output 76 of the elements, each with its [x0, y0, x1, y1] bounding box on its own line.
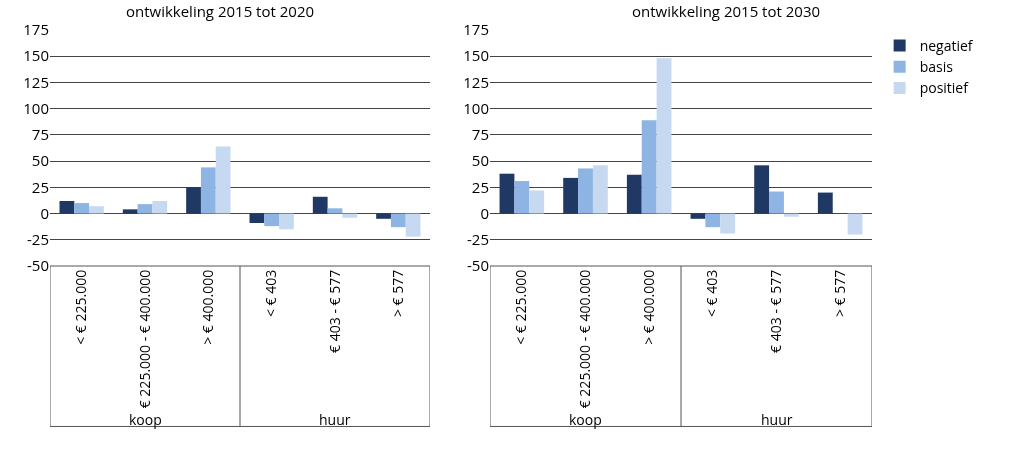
bar	[578, 168, 593, 214]
y-tick-label: -50	[27, 255, 49, 276]
y-tick-label: 25	[471, 176, 489, 197]
y-tick-label: 150	[23, 45, 49, 66]
bar	[59, 200, 75, 214]
bar	[200, 167, 216, 214]
x-tick-label: < € 225.000	[511, 269, 531, 345]
x-tick-label: < € 225.000	[71, 269, 91, 345]
y-tick-label: 0	[40, 202, 49, 223]
y-tick-label: 175	[463, 19, 489, 40]
bar	[249, 213, 265, 223]
x-tick-label: € 225.000 - € 400.000	[575, 269, 595, 409]
y-tick-label: 50	[31, 150, 49, 171]
y-tick-label: 125	[23, 71, 49, 92]
x-tick-label: > € 400.000	[197, 269, 217, 345]
y-tick-label: -50	[467, 255, 489, 276]
x-tick-label: > € 577	[387, 269, 407, 318]
y-tick-label: 50	[471, 150, 489, 171]
bar	[327, 208, 343, 214]
legend-label: basis	[919, 57, 954, 77]
y-tick-label: 75	[31, 124, 49, 145]
x-tick-label: < € 403	[702, 269, 722, 318]
bar	[769, 191, 784, 214]
y-tick-label: 150	[463, 45, 489, 66]
bar	[405, 213, 421, 237]
y-tick-label: -25	[467, 229, 489, 250]
bar	[514, 181, 530, 214]
text: koop	[569, 410, 602, 429]
bar	[122, 209, 138, 214]
text: koop	[129, 410, 162, 429]
y-tick-label: 100	[463, 97, 489, 118]
bar	[529, 190, 545, 214]
x-tick-label: € 403 - € 577	[766, 269, 786, 353]
bar	[89, 206, 104, 214]
y-tick-label: 125	[463, 71, 489, 92]
y-tick-label: 100	[23, 97, 49, 118]
bar	[390, 213, 406, 228]
bar	[626, 174, 642, 214]
x-tick-label: € 225.000 - € 400.000	[134, 269, 154, 409]
y-tick-label: -25	[27, 229, 49, 250]
y-tick-label: 25	[31, 176, 49, 197]
x-tick-label: € 403 - € 577	[324, 269, 344, 353]
bar	[783, 213, 799, 217]
bar	[720, 213, 736, 234]
x-tick-label: < € 403	[261, 269, 281, 318]
x-tick-label: > € 400.000	[638, 269, 658, 345]
y-tick-label: 75	[471, 124, 489, 145]
y-tick-label: 0	[480, 202, 489, 223]
bar	[279, 213, 294, 230]
bar	[137, 204, 153, 214]
bar	[817, 192, 833, 214]
bar	[186, 187, 201, 214]
bar	[264, 213, 280, 227]
bar	[499, 173, 515, 214]
bar	[641, 120, 657, 214]
y-tick-label: 175	[23, 19, 49, 40]
bar	[152, 200, 168, 214]
text: huur	[319, 410, 351, 429]
bar	[563, 177, 579, 214]
text: huur	[761, 410, 793, 429]
bar	[215, 146, 231, 214]
chart-title: ontwikkeling 2015 tot 2030	[631, 1, 821, 22]
bar	[690, 213, 706, 219]
bar	[847, 213, 863, 235]
bar	[705, 213, 721, 228]
bar	[376, 213, 391, 219]
x-tick-label: > € 577	[829, 269, 849, 318]
legend-label: negatief	[919, 36, 974, 56]
bar	[74, 203, 90, 214]
bar	[592, 165, 608, 214]
bar	[342, 213, 358, 218]
bar	[656, 58, 672, 214]
legend-label: positief	[919, 78, 970, 98]
bar	[312, 196, 328, 214]
chart-title: ontwikkeling 2015 tot 2020	[125, 1, 315, 22]
bar	[754, 165, 770, 214]
